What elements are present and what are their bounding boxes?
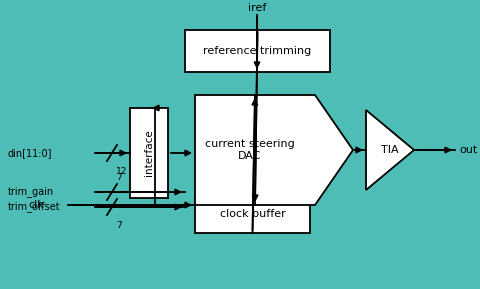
Text: din[11:0]: din[11:0] — [8, 148, 52, 158]
Text: 12: 12 — [116, 167, 127, 176]
Text: trim_gain: trim_gain — [8, 186, 54, 197]
FancyBboxPatch shape — [195, 195, 310, 233]
Text: reference trimming: reference trimming — [204, 46, 312, 56]
Text: trim_offset: trim_offset — [8, 201, 60, 212]
Text: clk: clk — [28, 200, 44, 210]
Text: current steering
DAC: current steering DAC — [205, 139, 295, 161]
Text: out: out — [459, 145, 477, 155]
Text: TIA: TIA — [381, 145, 399, 155]
Text: interface: interface — [144, 130, 154, 176]
Text: clock buffer: clock buffer — [220, 209, 286, 219]
Text: 7: 7 — [116, 173, 122, 182]
Polygon shape — [366, 110, 414, 190]
FancyBboxPatch shape — [185, 30, 330, 72]
Polygon shape — [195, 95, 353, 205]
Text: iref: iref — [248, 3, 266, 13]
Text: 7: 7 — [116, 221, 122, 230]
FancyBboxPatch shape — [130, 108, 168, 198]
